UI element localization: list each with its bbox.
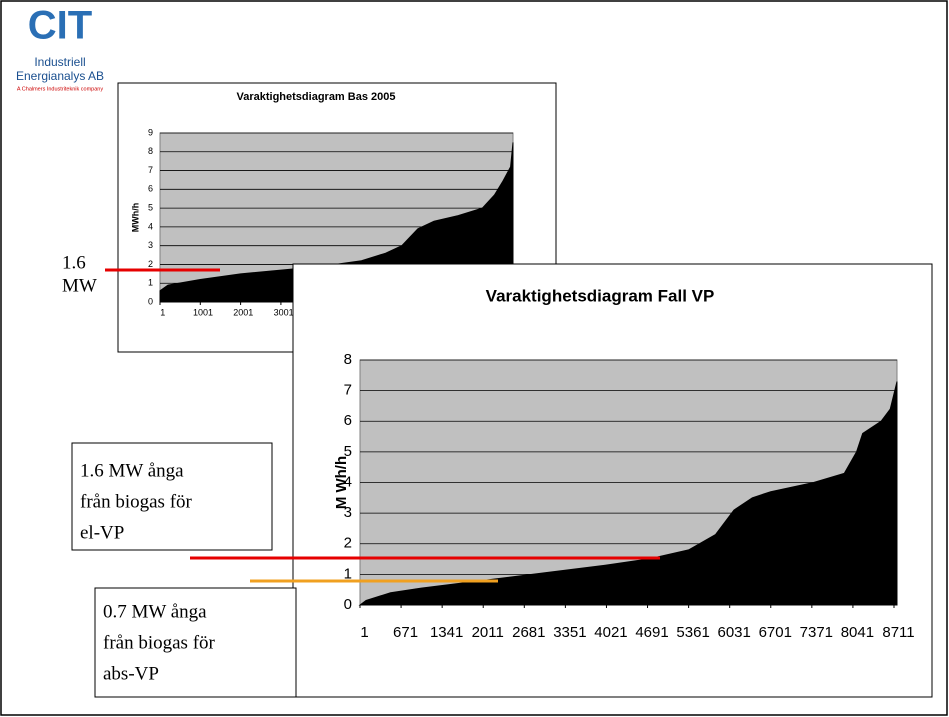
y-tick-label: 3 [148,240,153,250]
y-tick-label: 5 [148,202,153,212]
annotation-text: 1.6 [62,252,86,273]
y-tick-label: 5 [344,443,352,460]
y-axis-label: MWh/h [130,203,140,233]
area [358,381,898,606]
annotation-text: el-VP [80,522,124,543]
x-tick-label: 1341 [430,624,463,641]
y-tick-label: 3 [344,504,352,521]
y-tick-label: 7 [148,165,153,175]
y-tick-label: 6 [344,412,352,429]
annotation-text: från biogas för [103,632,216,653]
chart-title: Varaktighetsdiagram Fall VP [486,286,715,305]
x-tick-label: 7371 [800,624,833,641]
y-tick-label: 1 [344,565,352,582]
y-tick-label: 8 [344,351,352,368]
x-tick-label: 1 [360,624,368,641]
annotation-box [94,587,297,698]
logo: CIT Industriell Energianalys AB A Chalme… [16,4,104,93]
y-tick-label: 6 [148,184,153,194]
x-tick-label: 8041 [841,624,874,641]
x-tick-label: 2681 [512,624,545,641]
y-tick-label: 2 [344,535,352,552]
y-tick-label: 2 [148,259,153,269]
x-tick-label: 8711 [882,624,914,641]
x-tick-label: 6031 [718,624,751,641]
logo-line: Industriell [34,55,85,69]
x-tick-label: 6701 [759,624,792,641]
y-tick-label: 4 [344,473,352,490]
y-tick-label: 4 [148,221,153,231]
y-tick-label: 0 [344,596,352,613]
annotation-text: från biogas för [80,491,193,512]
x-tick-label: 5361 [676,624,709,641]
x-tick-label: 1001 [193,307,213,317]
chart-title: Varaktighetsdiagram Bas 2005 [237,91,396,103]
x-tick-label: 671 [393,624,418,641]
x-tick-label: 2011 [472,624,504,641]
annotation-text: abs-VP [103,663,159,684]
area [159,142,514,303]
logo-mark: CIT [28,4,92,48]
y-axis-label: M Wh/h [333,456,350,509]
x-tick-label: 4021 [594,624,627,641]
annotations: 1.6 MW 1.6 MW ånga från biogas för el-VP… [62,252,660,698]
y-tick-label: 8 [148,146,153,156]
logo-line: Energianalys AB [16,69,104,83]
x-tick-label: 3001 [274,307,294,317]
y-tick-label: 9 [148,127,153,137]
annotation-text: 1.6 MW ånga [80,460,184,481]
x-tick-label: 1 [160,307,165,317]
x-tick-label: 2001 [233,307,253,317]
x-tick-label: 4691 [635,624,668,641]
y-tick-label: 1 [148,278,153,288]
annotation-text: MW [62,275,97,296]
annotation-text: 0.7 MW ånga [103,601,207,622]
annotation-box [71,442,273,551]
y-tick-label: 7 [344,382,352,399]
x-tick-label: 3351 [553,624,586,641]
logo-tagline: A Chalmers Industriteknik company [17,86,103,92]
y-tick-label: 0 [148,296,153,306]
